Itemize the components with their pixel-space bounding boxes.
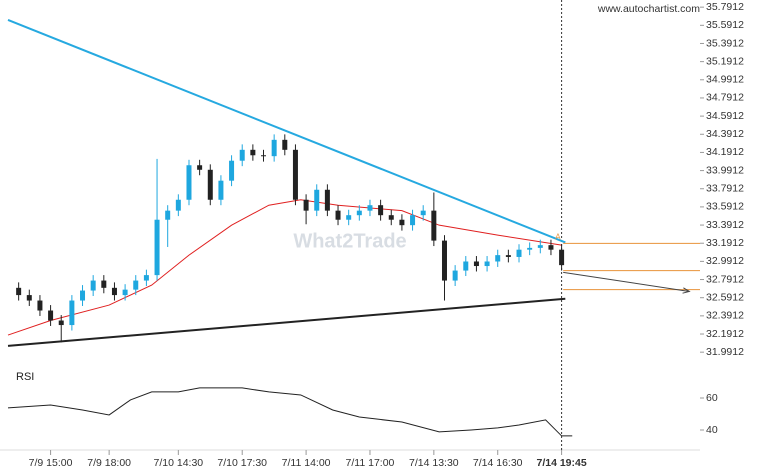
y-tick-label: 31.9912 <box>706 346 744 358</box>
candle-body <box>431 210 437 241</box>
candle-body <box>26 295 32 301</box>
candle-body <box>250 149 256 156</box>
y-tick-label: 34.5912 <box>706 110 744 122</box>
candle-body <box>548 245 554 250</box>
candle-body <box>80 290 86 301</box>
candle-body <box>282 139 288 150</box>
candle-body <box>143 275 149 281</box>
candle-body <box>463 261 469 271</box>
y-tick-label: 34.9912 <box>706 74 744 86</box>
level-marker: A <box>555 232 561 241</box>
candle-body <box>505 255 511 257</box>
candle-body <box>378 205 384 216</box>
candle-body <box>271 139 277 157</box>
x-tick-label: 7/11 14:00 <box>282 457 331 469</box>
candle-body <box>441 240 447 281</box>
x-tick-label: 7/10 14:30 <box>154 457 204 469</box>
candle-body <box>122 289 128 296</box>
candle-body <box>410 215 416 226</box>
candle-body <box>473 261 479 267</box>
candle-body <box>111 287 117 296</box>
candle-body <box>367 205 373 211</box>
candle-body <box>69 300 75 326</box>
y-tick-label: 32.1912 <box>706 328 744 340</box>
candle-body <box>154 219 160 276</box>
x-tick-label: 7/10 17:30 <box>217 457 267 469</box>
forecast-line <box>563 271 690 292</box>
candle-body <box>292 149 298 200</box>
y-tick-label: 35.5912 <box>706 19 744 31</box>
source-label: www.autochartist.com <box>597 3 700 15</box>
candle-body <box>48 310 54 321</box>
y-tick-label: 33.9912 <box>706 164 744 176</box>
y-tick-label: 32.5912 <box>706 291 744 303</box>
candle-body <box>516 249 522 257</box>
trendline <box>7 19 566 244</box>
x-tick-label: 7/14 16:30 <box>473 457 523 469</box>
rsi-title: RSI <box>16 371 34 383</box>
candle-body <box>484 261 490 267</box>
candle-body <box>314 189 320 211</box>
y-tick-label: 60 <box>706 392 718 404</box>
candle-body <box>239 149 245 161</box>
candle-body <box>90 280 96 291</box>
candle-body <box>58 320 64 326</box>
x-tick-label: 7/14 13:30 <box>409 457 459 469</box>
y-tick-label: 35.7912 <box>706 1 744 13</box>
watermark: What2Trade <box>293 230 406 252</box>
y-tick-label: 32.7912 <box>706 273 744 285</box>
candle-body <box>420 210 426 216</box>
candle-body <box>399 219 405 226</box>
candle-body <box>133 280 139 290</box>
candle-body <box>559 249 565 266</box>
y-tick-label: 33.3912 <box>706 219 744 231</box>
forecast-arrowhead <box>682 287 691 294</box>
candle-body <box>324 189 330 211</box>
x-tick-label: 7/9 18:00 <box>87 457 131 469</box>
y-tick-label: 32.3912 <box>706 310 744 322</box>
y-tick-label: 33.1912 <box>706 237 744 249</box>
candle-body <box>335 210 341 220</box>
candle-body <box>537 245 543 248</box>
candle-body <box>16 287 22 296</box>
y-tick-label: 34.3912 <box>706 128 744 140</box>
candle-body <box>527 247 533 250</box>
candle-body <box>165 210 171 220</box>
candle-body <box>197 165 203 170</box>
candle-body <box>452 270 458 281</box>
candle-body <box>101 280 107 288</box>
trendline <box>7 297 566 347</box>
candle-body <box>37 300 43 311</box>
y-tick-label: 34.7912 <box>706 92 744 104</box>
x-tick-label: 7/11 17:00 <box>346 457 395 469</box>
candle-body <box>346 215 352 220</box>
y-tick-label: 40 <box>706 424 718 436</box>
y-tick-label: 35.1912 <box>706 55 744 67</box>
candle-body <box>229 160 235 181</box>
x-tick-label: 7/14 19:45 <box>536 457 586 469</box>
candle-body <box>303 199 309 211</box>
candle-body <box>218 180 224 200</box>
x-tick-label: 7/9 15:00 <box>29 457 73 469</box>
candle-body <box>388 215 394 220</box>
candle-body <box>175 199 181 211</box>
candle-body <box>207 169 213 200</box>
candle-body <box>495 255 501 262</box>
candle-body <box>186 165 192 200</box>
y-tick-label: 33.7912 <box>706 183 744 195</box>
y-tick-label: 33.5912 <box>706 201 744 213</box>
y-tick-label: 32.9912 <box>706 255 744 267</box>
candle-body <box>261 155 267 157</box>
y-tick-label: 34.1912 <box>706 146 744 158</box>
candle-body <box>356 210 362 216</box>
rsi-line <box>7 387 573 437</box>
moving-average <box>7 199 562 336</box>
y-tick-label: 35.3912 <box>706 37 744 49</box>
